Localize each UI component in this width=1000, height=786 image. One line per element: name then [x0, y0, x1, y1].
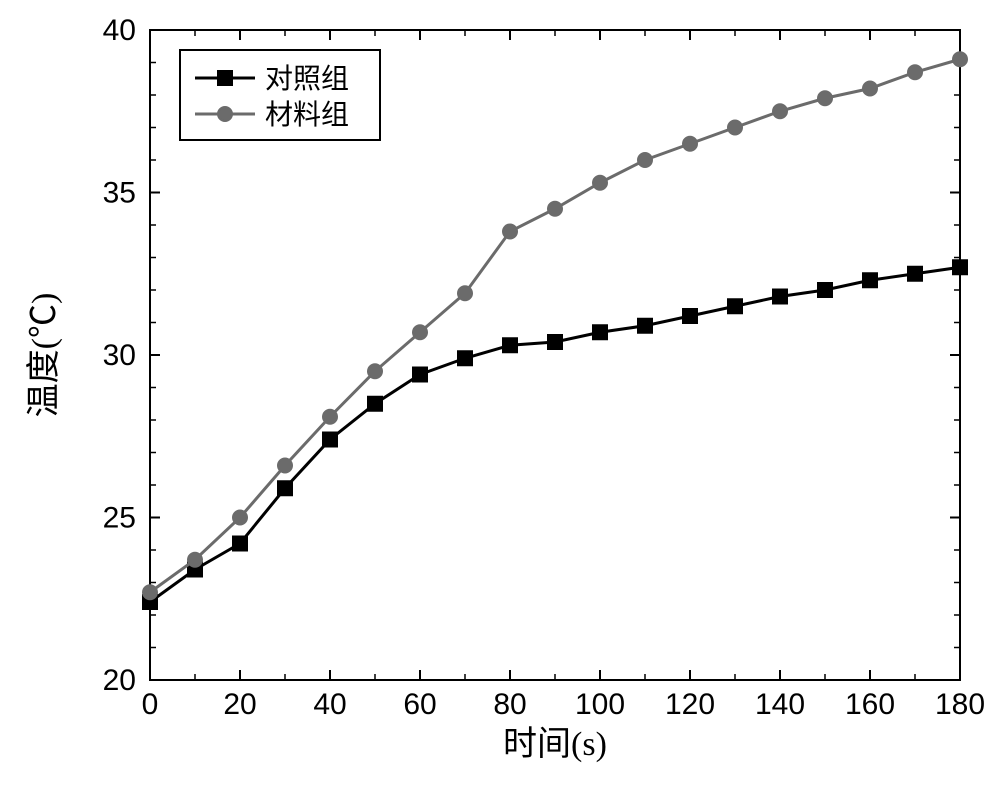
x-tick-label: 0	[142, 688, 159, 721]
series-material-marker	[278, 459, 292, 473]
x-tick-label: 40	[313, 688, 346, 721]
x-tick-label: 20	[223, 688, 256, 721]
series-control-marker	[233, 537, 247, 551]
series-control-marker	[908, 267, 922, 281]
series-control-marker	[773, 290, 787, 304]
series-control-marker	[323, 433, 337, 447]
series-material-marker	[683, 137, 697, 151]
y-tick-label: 30	[103, 339, 136, 372]
series-control-marker	[638, 319, 652, 333]
x-tick-label: 80	[493, 688, 526, 721]
series-control-marker	[278, 481, 292, 495]
series-material-marker	[863, 82, 877, 96]
series-material-marker	[503, 225, 517, 239]
series-control-marker	[548, 335, 562, 349]
y-tick-label: 20	[103, 664, 136, 697]
series-material-marker	[143, 585, 157, 599]
legend-material-marker	[218, 107, 232, 121]
series-control-marker	[863, 273, 877, 287]
y-axis-label: 温度(℃)	[25, 293, 63, 418]
series-material-marker	[728, 121, 742, 135]
series-material-marker	[908, 65, 922, 79]
x-tick-label: 60	[403, 688, 436, 721]
legend-material-label: 材料组	[265, 99, 349, 131]
series-control-marker	[728, 299, 742, 313]
series-control-marker	[818, 283, 832, 297]
y-tick-label: 35	[103, 177, 136, 210]
series-control-marker	[503, 338, 517, 352]
legend-control-label: 对照组	[265, 63, 349, 95]
series-control-marker	[953, 260, 967, 274]
series-material-marker	[548, 202, 562, 216]
series-material-marker	[953, 52, 967, 66]
x-tick-label: 160	[845, 688, 895, 721]
series-material-marker	[593, 176, 607, 190]
series-material-marker	[773, 104, 787, 118]
series-material-marker	[188, 553, 202, 567]
x-axis-label: 时间(s)	[503, 726, 607, 763]
y-tick-label: 40	[103, 14, 136, 47]
x-tick-label: 140	[755, 688, 805, 721]
series-material-marker	[413, 325, 427, 339]
series-material-marker	[638, 153, 652, 167]
series-control-marker	[683, 309, 697, 323]
series-control-marker	[368, 397, 382, 411]
y-tick-label: 25	[103, 502, 136, 535]
series-material-marker	[323, 410, 337, 424]
series-material-marker	[368, 364, 382, 378]
line-chart: 0204060801001201401601802025303540时间(s)温…	[0, 0, 1000, 786]
x-tick-label: 180	[935, 688, 985, 721]
x-tick-label: 100	[575, 688, 625, 721]
series-material-marker	[818, 91, 832, 105]
series-control-marker	[458, 351, 472, 365]
x-tick-label: 120	[665, 688, 715, 721]
legend-control-marker	[218, 71, 232, 85]
series-control-marker	[413, 368, 427, 382]
series-material-marker	[233, 511, 247, 525]
series-material-marker	[458, 286, 472, 300]
series-control-marker	[593, 325, 607, 339]
